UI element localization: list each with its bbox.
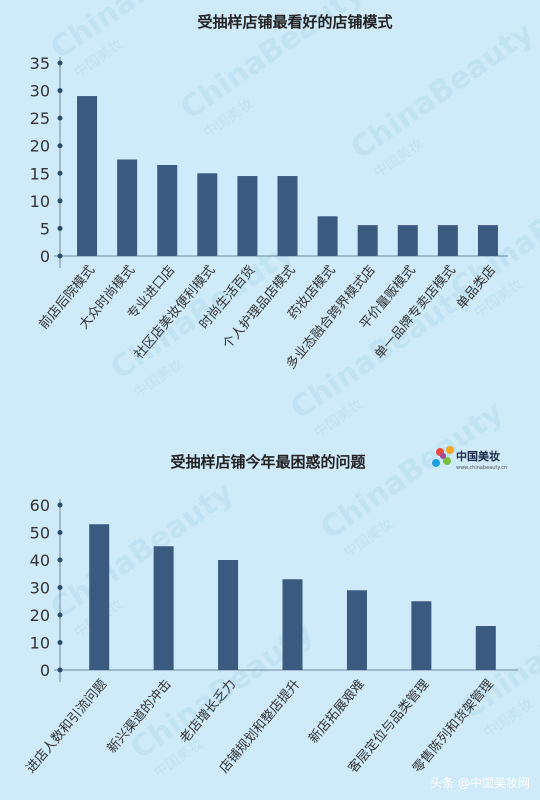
y-tick-label: 0 [40,661,50,680]
y-tick-label: 40 [30,551,50,570]
bar [282,579,303,670]
y-tick-label: 25 [30,109,50,128]
y-tick-marker [57,530,63,535]
y-tick-marker [57,143,63,149]
bar [197,173,218,256]
x-category-label: 新店拓展艰难 [306,676,368,746]
y-tick-marker [57,115,63,121]
chart-most-confusing-issues: 受抽样店铺今年最困惑的问题 0 10 20 30 40 50 60 进店人数和引流问题新兴渠… [24,453,518,776]
logo-url: www.chinabeauty.cn [456,465,507,471]
y-tick-label: 60 [30,496,50,515]
bar [357,225,378,256]
x-category-label: 进店人数和引流问题 [24,677,111,776]
y-tick-label: 30 [30,579,50,598]
bar [157,165,178,256]
logo-name: 中国美妆 [456,449,500,463]
bar [277,176,298,256]
bar [218,560,239,670]
watermark-text: ChinaBeauty [45,0,241,67]
bar [317,216,338,256]
bar [117,159,138,256]
y-tick-marker [57,667,63,673]
chart1-y-ticks: 0 5 10 15 20 25 30 35 [30,54,63,266]
y-tick-marker [57,612,63,618]
chart1-bars [77,96,498,256]
y-tick-marker [57,170,63,176]
chart2-bars [89,524,496,670]
chart1-title: 受抽样店铺最看好的店铺模式 [197,13,392,31]
bar [477,225,498,256]
y-tick-marker [57,198,63,204]
y-tick-label: 10 [30,634,50,653]
bar [397,225,418,256]
y-tick-marker [57,502,63,508]
bar [346,590,367,670]
chart2-y-ticks: 0 10 20 30 40 50 60 [30,496,63,680]
y-tick-label: 15 [30,164,50,183]
y-tick-label: 5 [40,219,50,238]
bar [153,546,174,670]
y-tick-marker [57,225,63,231]
y-tick-marker [57,640,63,645]
y-tick-label: 0 [40,247,50,266]
watermark-text: ChinaBeauty [45,475,241,627]
y-tick-marker [57,557,63,563]
footer-credit: 头条 @中国美妆网 [430,775,530,790]
china-beauty-logo: 中国美妆 www.chinabeauty.cn [432,446,507,471]
y-tick-label: 50 [30,524,50,543]
y-tick-marker [57,88,63,94]
y-tick-label: 20 [30,606,50,625]
y-tick-marker [57,253,63,259]
bar [475,626,496,670]
bar [89,524,110,670]
y-tick-label: 20 [30,137,50,156]
y-tick-marker [57,585,63,590]
bar [77,96,98,256]
y-tick-label: 10 [30,192,50,211]
bar [437,225,458,256]
y-tick-label: 30 [30,82,50,101]
watermark-text: ChinaBeauty [345,15,540,167]
chart2-title: 受抽样店铺今年最困惑的问题 [170,453,366,471]
colorful-star-icon [432,446,454,467]
y-tick-marker [57,60,63,66]
bar [411,601,432,670]
y-tick-label: 35 [30,54,50,73]
bar [237,176,258,256]
